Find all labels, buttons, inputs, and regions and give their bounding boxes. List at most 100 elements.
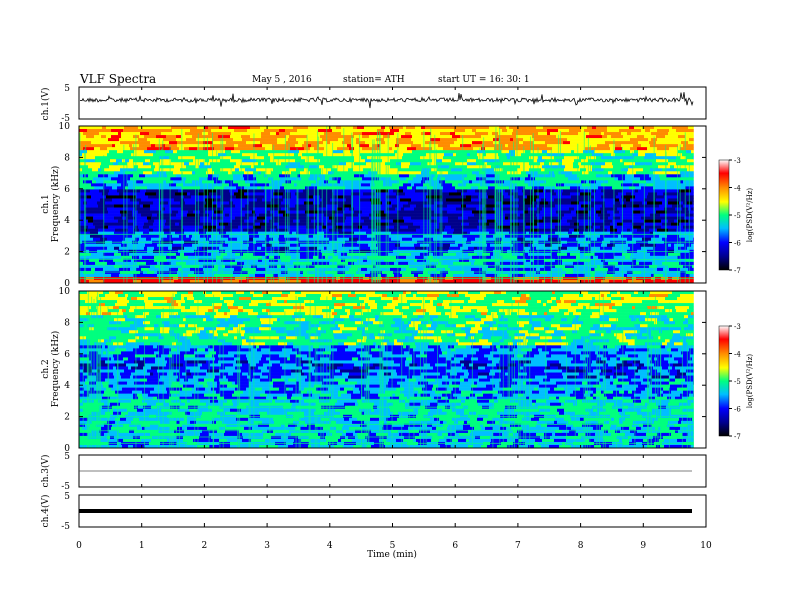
spectrogram-cell <box>513 129 524 133</box>
spectrogram-cell <box>359 234 368 239</box>
spectrogram-cell <box>167 198 171 202</box>
spectrogram-cell <box>405 228 417 232</box>
spectrogram-cell <box>365 141 378 145</box>
spectrogram-cell <box>556 135 567 139</box>
spectrogram-cell <box>99 294 106 298</box>
spectrogram-cell <box>259 228 267 232</box>
spectrogram-cell <box>124 234 133 239</box>
spectrogram-cell <box>210 162 218 166</box>
spectrogram-cell <box>400 234 406 239</box>
spectrogram-cell <box>381 141 386 145</box>
spectrogram-cell <box>298 126 303 130</box>
spectrogram-cell <box>334 171 344 175</box>
spectrogram-cell <box>460 135 471 139</box>
spectrogram-cell <box>109 291 113 295</box>
spectrogram-cell <box>689 171 694 175</box>
spectrogram-cell <box>317 192 323 196</box>
spectrogram-cell <box>281 201 288 205</box>
spectrogram-cell <box>407 141 414 145</box>
spectrogram-cell <box>644 219 654 223</box>
spectrogram-cell <box>79 147 84 151</box>
spectrogram-cell <box>352 234 360 239</box>
spectrogram-cell <box>576 141 589 145</box>
spectrogram-cell <box>104 168 112 172</box>
spectrogram-cell <box>222 303 228 307</box>
spectrogram-cell <box>520 213 527 217</box>
spectrogram-cell <box>166 180 170 184</box>
spectrogram-cell <box>402 306 410 310</box>
spectrogram-cell <box>260 141 266 145</box>
spectrogram-cell <box>668 219 675 223</box>
spectrogram-cell <box>610 147 616 151</box>
spectrogram-cell <box>337 207 343 211</box>
spectrogram-cell <box>140 132 150 136</box>
spectrogram-cell <box>354 147 363 151</box>
spectrogram-cell <box>674 219 679 223</box>
spectrogram-cell <box>402 303 411 307</box>
spectrogram-cell <box>443 186 456 190</box>
spectrogram-cell <box>161 132 166 136</box>
spectrogram-cell <box>219 222 229 226</box>
spectrogram-cell <box>543 222 553 226</box>
spectrogram-cell <box>444 150 455 154</box>
spectrogram-cell <box>127 207 136 211</box>
spectrogram-cell <box>307 192 318 196</box>
spectrogram-cell <box>155 165 161 169</box>
spectrogram-cell <box>534 258 545 263</box>
spectrogram-cell <box>415 219 425 223</box>
spectrogram-cell <box>286 126 294 130</box>
spectrogram-cell <box>148 219 155 223</box>
sferic-streak <box>133 144 135 283</box>
spectrogram-cell <box>279 204 290 208</box>
spectrogram-cell <box>421 255 425 260</box>
spectrogram-cell <box>415 126 422 130</box>
spectrogram-cell <box>192 180 203 184</box>
spectrogram-cell <box>562 192 571 196</box>
spectrogram-cell <box>547 246 559 251</box>
sferic-streak <box>284 134 286 283</box>
spectrogram-cell <box>583 267 592 272</box>
spectrogram-cell <box>544 258 551 263</box>
spectrogram-cell <box>288 228 298 232</box>
spectrogram-cell <box>569 228 575 232</box>
spectrogram-cell <box>661 132 669 136</box>
spectrogram-cell <box>406 267 418 272</box>
spectrogram-cell <box>269 264 278 269</box>
spectrogram-cell <box>469 222 478 226</box>
spectrogram-cell <box>527 255 539 260</box>
spectrogram-cell <box>663 192 674 196</box>
spectrogram-cell <box>434 210 438 214</box>
spectrogram-cell <box>191 141 204 145</box>
spectrogram-cell <box>581 153 585 157</box>
spectrogram-cell <box>463 306 473 310</box>
spectrogram-cell <box>668 294 681 298</box>
spectrogram-cell <box>342 297 348 301</box>
spectrogram-cell <box>570 192 581 196</box>
spectrogram-cell <box>504 303 515 307</box>
ch1-voltage-trace <box>79 92 694 109</box>
spectrogram-cell <box>289 246 301 251</box>
spectrogram-cell <box>223 219 233 223</box>
spectrogram-cell <box>412 135 424 139</box>
spectrogram-cell <box>332 126 337 130</box>
spectrogram-cell <box>399 294 407 298</box>
spectrogram-cell <box>387 294 400 298</box>
spectrogram-cell <box>183 183 190 187</box>
spectrogram-cell <box>537 222 544 226</box>
spectrogram-cell <box>267 204 280 208</box>
spectrogram-cell <box>269 231 277 235</box>
spectrogram-cell <box>297 174 301 178</box>
spectrogram-cell <box>429 306 437 310</box>
spectrogram-cell <box>688 255 694 260</box>
spectrogram-cell <box>451 162 456 166</box>
spectrogram-cell <box>424 291 430 295</box>
spectrogram-cell <box>193 291 198 295</box>
spectrogram-cell <box>686 258 694 263</box>
spectrogram-cell <box>473 168 483 172</box>
sferic-streak <box>510 150 512 283</box>
spectrogram-cell <box>350 309 362 313</box>
spectrogram-cell <box>532 201 541 205</box>
spectrogram-cell <box>342 225 351 229</box>
spectrogram-cell <box>621 183 628 187</box>
spectrogram-cell <box>578 132 590 136</box>
